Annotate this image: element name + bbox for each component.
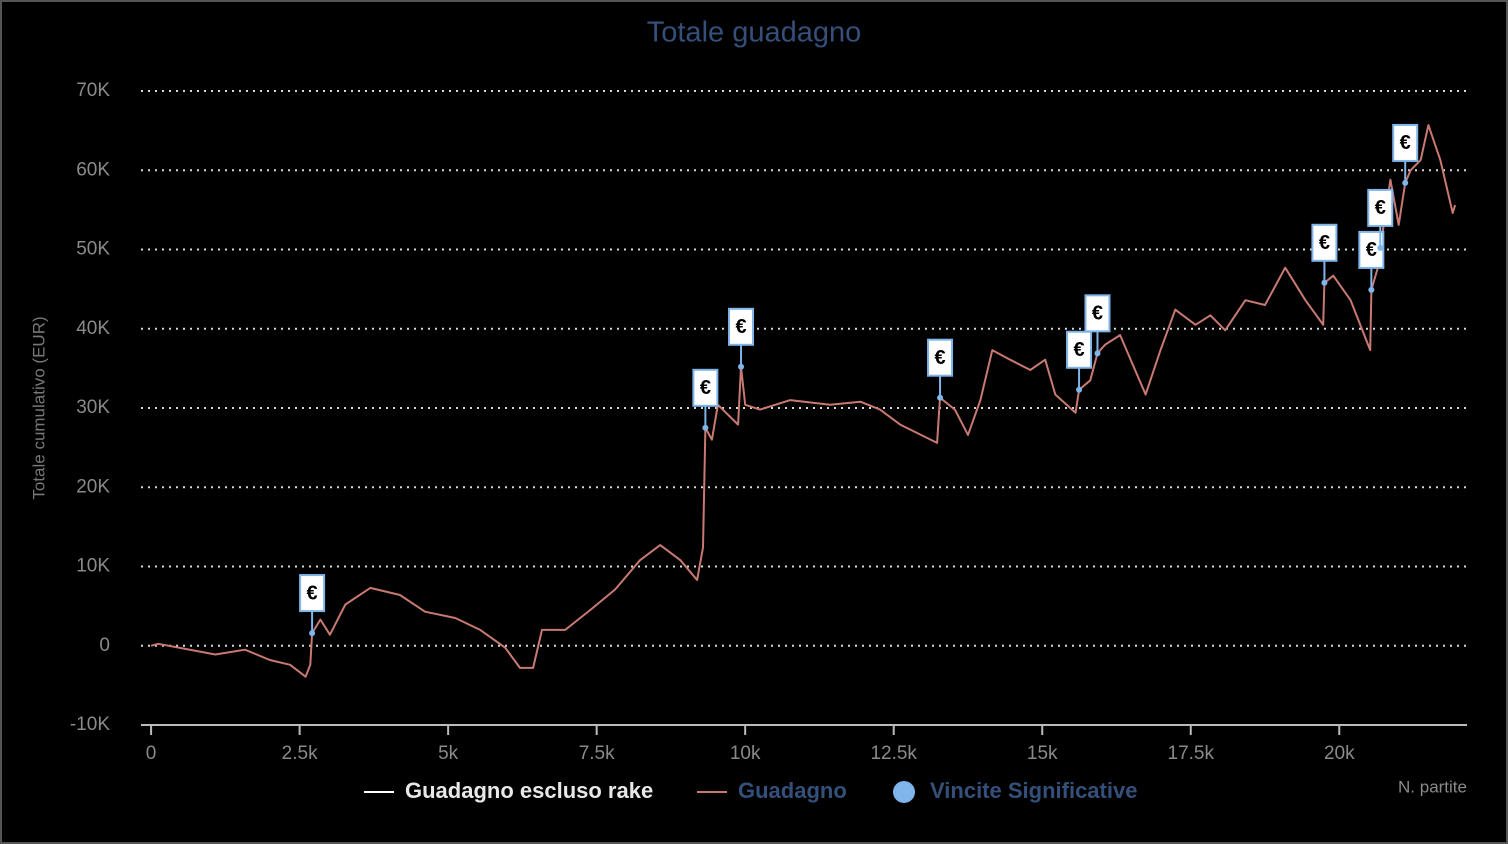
flag-label: € — [1400, 132, 1411, 154]
x-tick-label: 10k — [730, 743, 761, 764]
point — [1368, 286, 1375, 293]
x-tick-label: 7.5k — [579, 743, 615, 764]
y-tick-label: 0 — [99, 635, 110, 656]
y-tick-label: 50K — [76, 239, 110, 260]
flag-label: € — [1073, 339, 1084, 361]
x-tick-label: 20k — [1324, 743, 1355, 764]
flag-label: € — [735, 316, 746, 338]
flag-label: € — [1319, 232, 1330, 254]
y-tick-label: 10K — [76, 556, 110, 577]
y-tick-label: -10K — [70, 714, 110, 735]
x-tick-label: 0 — [146, 743, 157, 764]
y-tick-label: 30K — [76, 397, 110, 418]
point — [937, 394, 944, 401]
flag — [728, 307, 755, 346]
flag-label: € — [700, 377, 711, 399]
legend-label: Vincite Significative — [930, 778, 1137, 803]
y-tick-label: 40K — [76, 318, 110, 339]
x-tick-label: 5k — [438, 743, 459, 764]
flag — [1084, 294, 1111, 333]
flag — [1392, 123, 1419, 162]
flag-label: € — [1366, 239, 1377, 261]
x-tick-label: 2.5k — [282, 743, 318, 764]
point — [1321, 279, 1328, 286]
flag-label: € — [1092, 303, 1103, 325]
flag — [692, 368, 719, 407]
y-tick-label: 60K — [76, 159, 110, 180]
y-tick-label: 70K — [76, 80, 110, 101]
x-tick-label: 17.5k — [1168, 743, 1215, 764]
flag — [299, 574, 326, 613]
point — [1076, 386, 1083, 393]
x-axis-label: N. partite — [1398, 777, 1467, 796]
point — [1402, 179, 1409, 186]
y-axis-label: Totale cumulativo (EUR) — [29, 316, 48, 499]
flag — [1066, 330, 1093, 369]
flag-label: € — [307, 582, 318, 604]
point — [738, 363, 745, 370]
legend-label: Guadagno — [738, 778, 847, 803]
flag — [1311, 223, 1338, 262]
y-tick-label: 20K — [76, 476, 110, 497]
point — [1094, 350, 1101, 357]
point — [702, 424, 709, 431]
flag — [927, 338, 954, 377]
x-tick-label: 12.5k — [870, 743, 917, 764]
line-series — [150, 124, 1457, 678]
legend-swatch — [893, 781, 915, 803]
legend-label: Guadagno escluso rake — [405, 778, 653, 803]
flag-label: € — [934, 347, 945, 369]
point — [309, 630, 316, 637]
chart-title: Totale guadagno — [647, 17, 861, 49]
x-tick-label: 15k — [1027, 743, 1058, 764]
point — [1377, 244, 1384, 251]
flag — [1367, 188, 1394, 227]
flag-label: € — [1375, 197, 1386, 219]
